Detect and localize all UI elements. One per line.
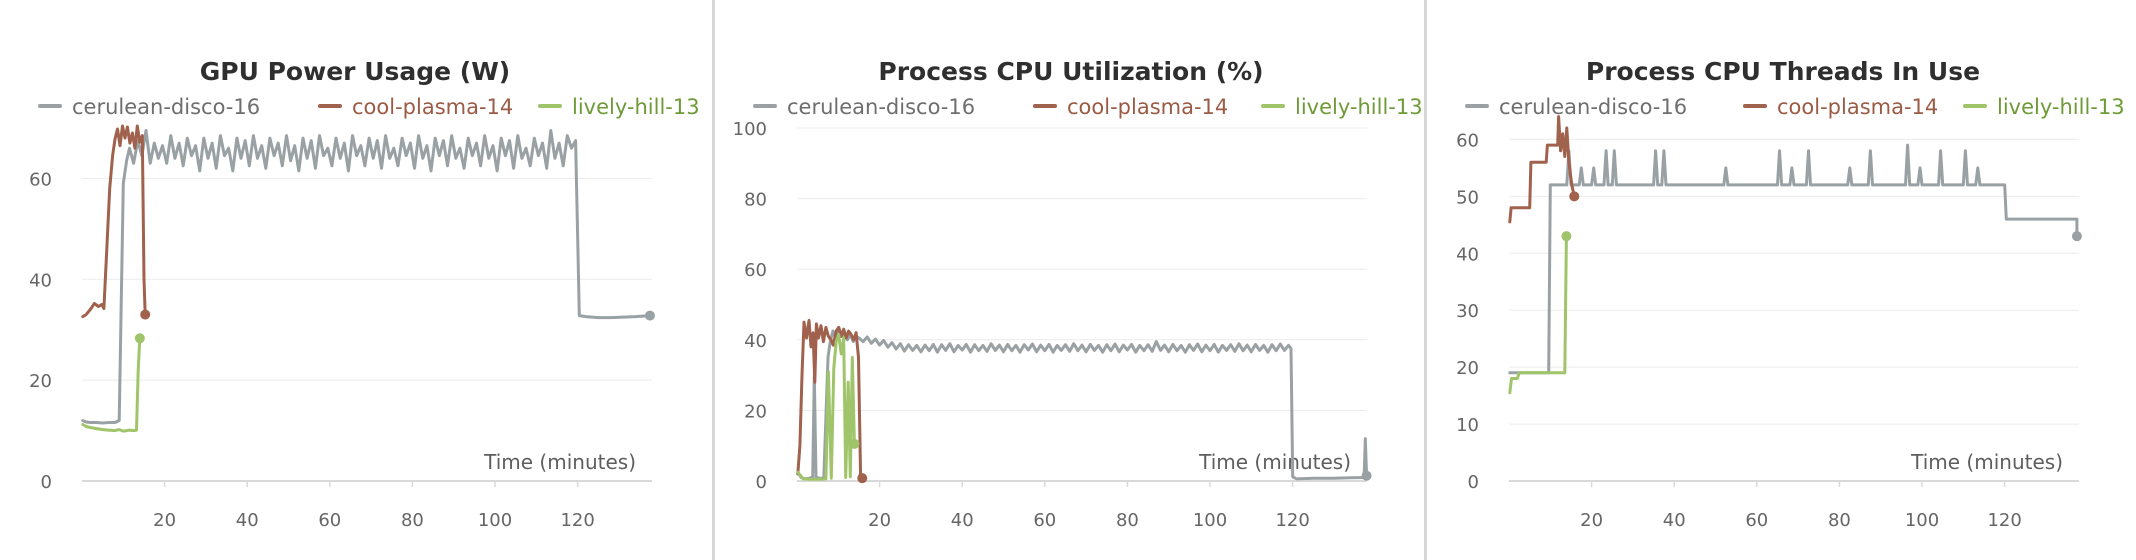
x-tick-label: 20: [868, 510, 891, 531]
series-end-point: [134, 333, 145, 344]
chart-svg-2: Process CPU Threads In Use cerulean-disco…: [1456, 57, 2125, 531]
series-end-point: [849, 438, 860, 449]
x-tick-label: 40: [1663, 510, 1686, 531]
x-tick-label: 120: [1987, 510, 2021, 531]
series-line-lively-hill-13: [1508, 234, 1568, 395]
series-line-cerulean-disco-16: [796, 325, 1369, 481]
x-tick-label: 120: [1275, 510, 1309, 531]
legend-item[interactable]: cerulean-disco-16: [753, 95, 975, 119]
y-tick-label: 40: [1456, 244, 1479, 265]
chart-panel-gpu-power: GPU Power Usage (W) cerulean-disco-16 cool…: [0, 0, 712, 560]
y-tick-label: 80: [744, 190, 767, 211]
chart-title: GPU Power Usage (W): [200, 57, 510, 86]
x-tick-label: 60: [1745, 510, 1768, 531]
x-tick-label: 100: [478, 510, 512, 531]
x-tick-label: 40: [951, 510, 974, 531]
legend-item[interactable]: cerulean-disco-16: [1465, 95, 1687, 119]
x-tick-label: 80: [1828, 510, 1851, 531]
y-tick-label: 40: [29, 270, 52, 291]
y-tick-label: 60: [1456, 130, 1479, 151]
legend-label: cerulean-disco-16: [72, 95, 260, 119]
chart-title: Process CPU Threads In Use: [1586, 57, 1980, 86]
y-tick-label: 30: [1456, 301, 1479, 322]
x-axis-label: Time (minutes): [1198, 450, 1351, 474]
x-tick-label: 100: [1193, 510, 1227, 531]
y-tick-label: 0: [41, 472, 52, 493]
chart-svg-1: Process CPU Utilization (%) cerulean-disc…: [733, 57, 1423, 531]
y-tick-label: 50: [1456, 187, 1479, 208]
x-tick-label: 100: [1905, 510, 1939, 531]
y-tick-label: 0: [756, 472, 767, 493]
series-line-cerulean-disco-16: [1508, 143, 2079, 375]
x-tick-label: 20: [153, 510, 176, 531]
y-tick-label: 20: [744, 401, 767, 422]
legend-item[interactable]: cool-plasma-14: [318, 95, 513, 119]
x-tick-label: 40: [236, 510, 259, 531]
y-tick-label: 0: [1468, 472, 1479, 493]
x-tick-label: 80: [1116, 510, 1139, 531]
y-tick-label: 40: [744, 331, 767, 352]
legend-item[interactable]: lively-hill-13: [1963, 95, 2125, 119]
series-end-point: [1561, 231, 1572, 242]
y-tick-label: 10: [1456, 415, 1479, 436]
legend-item[interactable]: cool-plasma-14: [1033, 95, 1228, 119]
y-tick-label: 60: [744, 260, 767, 281]
legend-item[interactable]: cerulean-disco-16: [38, 95, 260, 119]
legend-label: cool-plasma-14: [1777, 95, 1938, 119]
series-end-point: [857, 473, 868, 484]
chart-panel-cpu-utilization: Process CPU Utilization (%) cerulean-disc…: [712, 0, 1424, 560]
legend-label: cool-plasma-14: [1067, 95, 1228, 119]
series-line-cool-plasma-14: [796, 318, 864, 480]
series-end-point: [140, 309, 151, 320]
x-tick-label: 120: [560, 510, 594, 531]
y-tick-label: 100: [733, 119, 767, 140]
chart-panel-cpu-threads: Process CPU Threads In Use cerulean-disco…: [1424, 0, 2136, 560]
series-end-point: [1361, 470, 1372, 481]
chart-svg-0: GPU Power Usage (W) cerulean-disco-16 cool…: [29, 57, 700, 531]
x-axis-label: Time (minutes): [483, 450, 636, 474]
series-line-cool-plasma-14: [81, 124, 147, 319]
x-tick-label: 60: [318, 510, 341, 531]
y-tick-label: 20: [29, 371, 52, 392]
legend-label: cool-plasma-14: [352, 95, 513, 119]
legend-label: cerulean-disco-16: [787, 95, 975, 119]
x-tick-label: 20: [1580, 510, 1603, 531]
series-line-cerulean-disco-16: [81, 129, 652, 425]
series-line-cool-plasma-14: [1508, 115, 1576, 224]
x-axis-label: Time (minutes): [1910, 450, 2063, 474]
series-end-point: [1569, 191, 1580, 202]
legend-item[interactable]: lively-hill-13: [538, 95, 700, 119]
legend-label: lively-hill-13: [1295, 95, 1423, 119]
series-line-lively-hill-13: [796, 333, 856, 481]
legend-label: lively-hill-13: [572, 95, 700, 119]
legend-label: cerulean-disco-16: [1499, 95, 1687, 119]
y-tick-label: 20: [1456, 358, 1479, 379]
legend-item[interactable]: lively-hill-13: [1261, 95, 1423, 119]
x-tick-label: 80: [401, 510, 424, 531]
chart-title: Process CPU Utilization (%): [878, 57, 1263, 86]
x-tick-label: 60: [1033, 510, 1056, 531]
legend-label: lively-hill-13: [1997, 95, 2125, 119]
series-line-lively-hill-13: [81, 336, 142, 433]
legend-item[interactable]: cool-plasma-14: [1743, 95, 1938, 119]
y-tick-label: 60: [29, 169, 52, 190]
series-end-point: [644, 310, 655, 321]
series-end-point: [2071, 231, 2082, 242]
